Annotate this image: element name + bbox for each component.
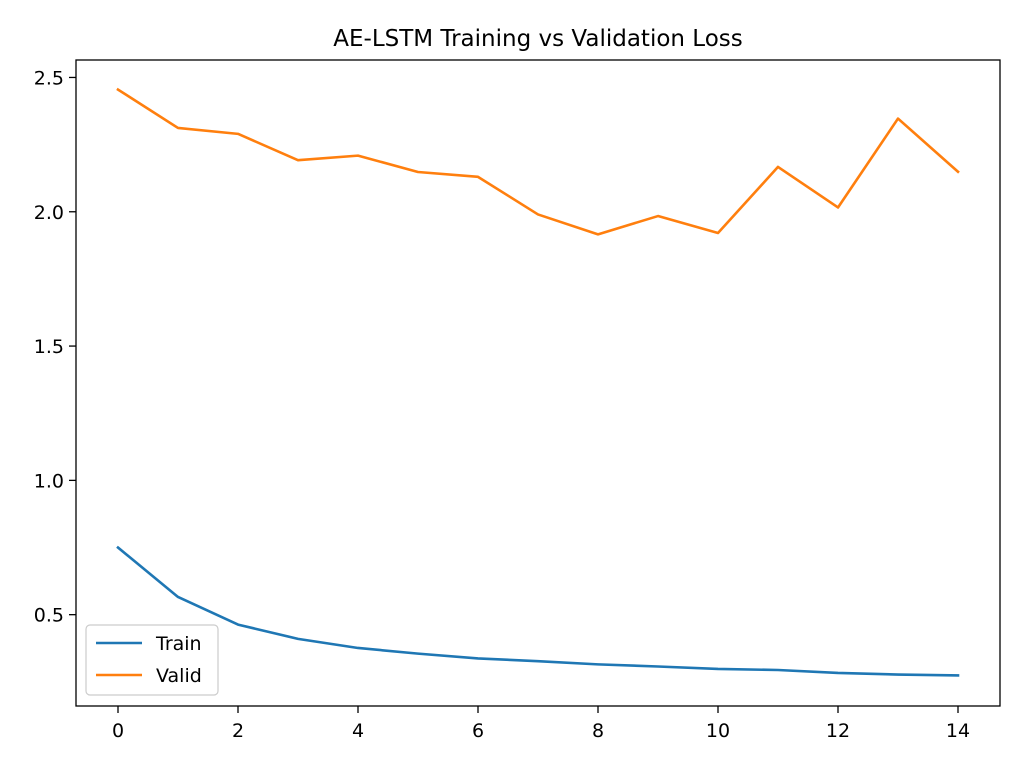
x-tick-label: 2	[232, 720, 244, 742]
x-tick-label: 0	[112, 720, 124, 742]
x-tick-label: 8	[592, 720, 604, 742]
x-tick-label: 14	[946, 720, 970, 742]
series-line-valid	[116, 87, 960, 236]
series-line-train	[116, 545, 960, 677]
y-tick-label: 0.5	[34, 605, 64, 627]
y-tick-label: 1.0	[34, 470, 64, 492]
series-layer	[116, 87, 960, 677]
legend-label-train: Train	[155, 633, 202, 655]
chart-title: AE-LSTM Training vs Validation Loss	[333, 26, 743, 52]
legend-label-valid: Valid	[156, 665, 202, 687]
y-axis: 0.5 1.0 1.5 2.0 2.5	[34, 67, 76, 627]
y-tick-label: 2.5	[34, 67, 64, 89]
x-tick-label: 4	[352, 720, 364, 742]
axes-frame	[75, 59, 1001, 707]
x-axis: 0 2 4 6 8 10 12 14	[112, 706, 970, 742]
y-tick-label: 2.0	[34, 202, 64, 224]
x-tick-label: 6	[472, 720, 484, 742]
x-tick-label: 10	[706, 720, 730, 742]
x-tick-label: 12	[826, 720, 850, 742]
legend: Train Valid	[85, 624, 219, 696]
y-tick-label: 1.5	[34, 336, 64, 358]
